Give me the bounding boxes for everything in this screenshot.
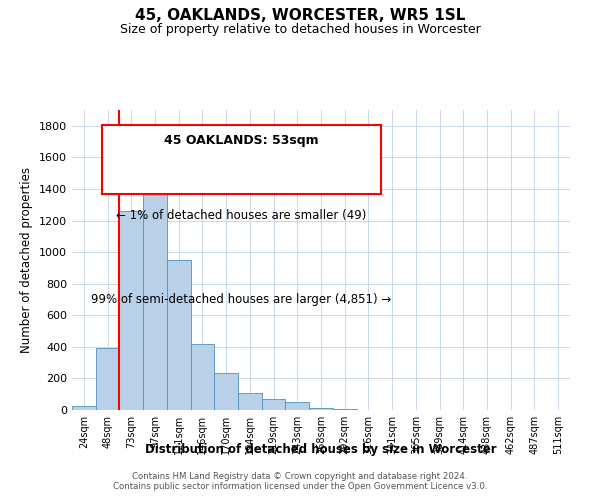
Bar	[238, 392, 262, 410]
Bar	[167, 260, 191, 410]
Bar	[96, 348, 119, 410]
Text: Distribution of detached houses by size in Worcester: Distribution of detached houses by size …	[145, 442, 497, 456]
Text: Size of property relative to detached houses in Worcester: Size of property relative to detached ho…	[119, 22, 481, 36]
Bar	[191, 344, 214, 410]
Text: 45, OAKLANDS, WORCESTER, WR5 1SL: 45, OAKLANDS, WORCESTER, WR5 1SL	[135, 8, 465, 22]
Text: 45 OAKLANDS: 53sqm: 45 OAKLANDS: 53sqm	[164, 134, 319, 147]
Bar	[72, 406, 96, 410]
FancyBboxPatch shape	[102, 125, 381, 194]
Text: Contains HM Land Registry data © Crown copyright and database right 2024.: Contains HM Land Registry data © Crown c…	[132, 472, 468, 481]
Bar	[333, 409, 356, 410]
Bar	[214, 373, 238, 410]
Bar	[262, 399, 286, 410]
Text: Contains public sector information licensed under the Open Government Licence v3: Contains public sector information licen…	[113, 482, 487, 491]
Text: ← 1% of detached houses are smaller (49): ← 1% of detached houses are smaller (49)	[116, 208, 367, 222]
Text: 99% of semi-detached houses are larger (4,851) →: 99% of semi-detached houses are larger (…	[91, 292, 391, 306]
Bar	[309, 408, 333, 410]
Bar	[119, 211, 143, 410]
Bar	[143, 190, 167, 410]
Y-axis label: Number of detached properties: Number of detached properties	[20, 167, 34, 353]
Bar	[286, 402, 309, 410]
